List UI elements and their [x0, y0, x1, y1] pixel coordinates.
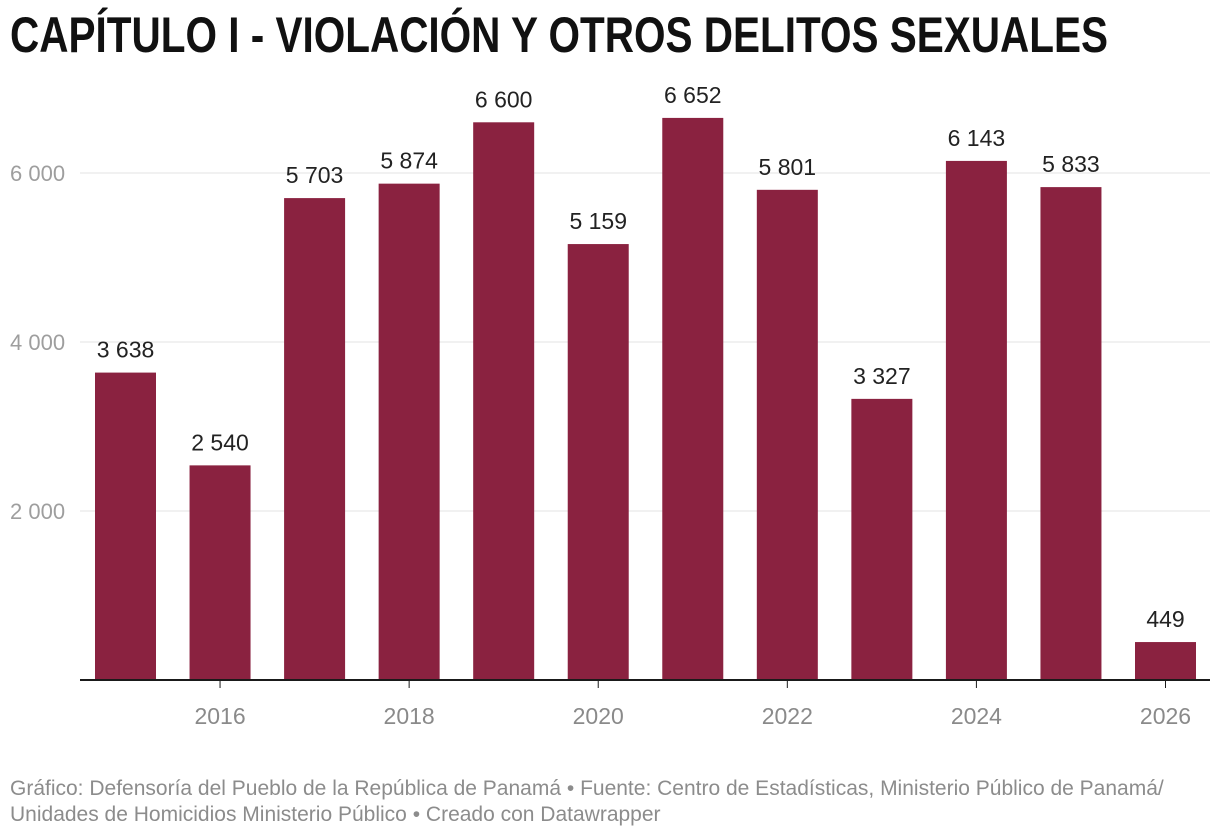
value-label-2018: 5 874	[380, 148, 438, 174]
footer-source-label: Fuente:	[580, 777, 652, 800]
footer-byline: Gráfico: Defensoría del Pueblo de la Rep…	[10, 777, 562, 800]
y-tick-label-4000: 4 000	[10, 330, 65, 355]
x-tick-label-2022: 2022	[762, 703, 813, 729]
x-tick-label-2026: 2026	[1140, 703, 1191, 729]
x-tick-label-2024: 2024	[951, 703, 1002, 729]
y-axis-labels: 2 000 4 000 6 000	[10, 161, 65, 524]
bar-2016	[189, 465, 251, 680]
y-gridlines	[80, 172, 1210, 512]
x-axis: 2016 2018 2020 2022 2024 2026	[80, 679, 1210, 729]
chart-footer: Gráfico: Defensoría del Pueblo de la Rep…	[10, 776, 1164, 828]
bar-2018	[378, 183, 440, 680]
value-label-2015: 3 638	[97, 337, 155, 363]
chart-title: CAPÍTULO I - VIOLACIÓN Y OTROS DELITOS S…	[10, 7, 1108, 63]
footer-source-continued: Unidades de Homicidios Ministerio Públic…	[10, 803, 407, 826]
value-label-2019: 6 600	[475, 86, 533, 112]
footer-separator: •	[566, 777, 575, 800]
footer-line-2: Unidades de Homicidios Ministerio Públic…	[10, 802, 1164, 828]
bar-2022	[756, 189, 818, 681]
value-label-2021: 6 652	[664, 82, 722, 108]
value-labels: 3 638 2 540 5 703 5 874 6 600 5 159 6 652 5 801…	[97, 82, 1185, 632]
bars	[95, 117, 1196, 681]
footer-line-1: Gráfico: Defensoría del Pueblo de la Rep…	[10, 776, 1164, 802]
bar-2026	[1135, 642, 1196, 680]
bar-2019	[473, 122, 535, 681]
value-label-2024: 6 143	[948, 125, 1006, 151]
value-label-2026: 449	[1146, 606, 1184, 632]
bar-2015	[95, 372, 156, 680]
value-label-2017: 5 703	[286, 162, 344, 188]
x-tick-label-2020: 2020	[573, 703, 624, 729]
bar-2021	[662, 117, 724, 680]
value-label-2025: 5 833	[1042, 151, 1100, 177]
bar-chart: 2 000 4 000 6 000 3 638 2 540 5 703 5 874 6 600…	[10, 82, 1210, 729]
footer-credit: Creado con Datawrapper	[425, 803, 661, 826]
footer-source: Centro de Estadísticas, Ministerio Públi…	[657, 777, 1164, 800]
x-tick-label-2016: 2016	[194, 703, 245, 729]
bar-2024	[945, 160, 1007, 680]
bar-2017	[284, 198, 346, 680]
bar-2025	[1040, 187, 1102, 680]
value-label-2023: 3 327	[853, 363, 911, 389]
y-tick-label-6000: 6 000	[10, 161, 65, 186]
bar-2023	[851, 398, 913, 680]
value-label-2022: 5 801	[759, 154, 817, 180]
y-tick-label-2000: 2 000	[10, 499, 65, 524]
x-tick-label-2018: 2018	[384, 703, 435, 729]
bar-2020	[567, 244, 629, 680]
value-label-2016: 2 540	[191, 429, 249, 455]
footer-separator: •	[412, 803, 421, 826]
value-label-2020: 5 159	[569, 208, 627, 234]
